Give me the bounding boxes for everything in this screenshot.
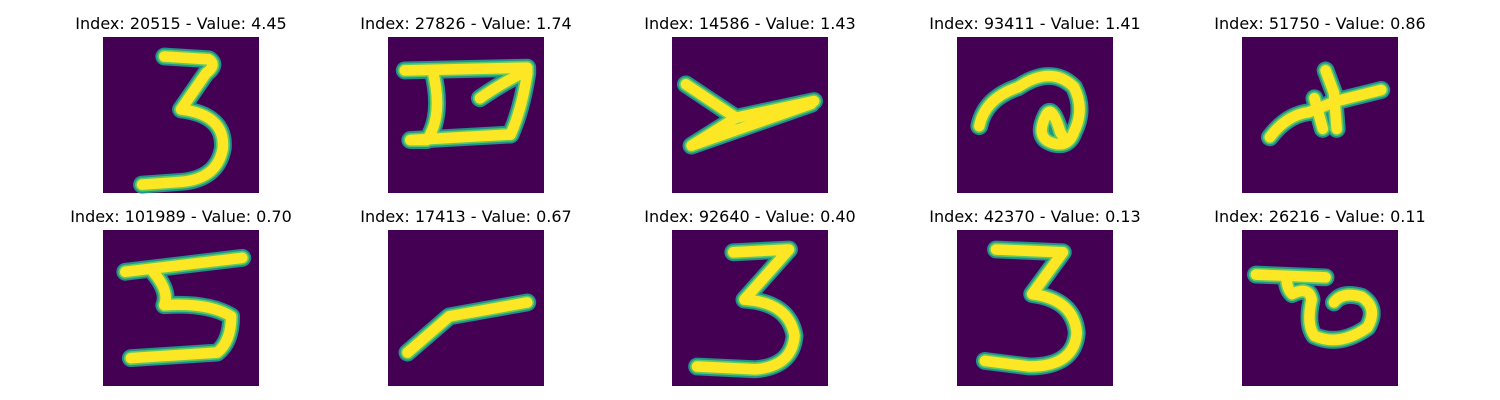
- digit-stroke: [402, 297, 533, 358]
- digit-3-glyph: [975, 240, 1086, 376]
- digit-stroke: [404, 65, 516, 146]
- loop-glyph: [1247, 265, 1381, 349]
- panel-title: Index: 20515 - Value: 4.45: [75, 14, 286, 33]
- panel-title: Index: 14586 - Value: 1.43: [644, 14, 855, 33]
- digit-stroke: [125, 266, 237, 364]
- panel-title: Index: 17413 - Value: 0.67: [360, 207, 571, 226]
- digit-5-glyph: [116, 248, 252, 368]
- digit-stroke: [399, 62, 533, 76]
- panel-title: Index: 93411 - Value: 1.41: [929, 14, 1140, 33]
- digit-stroke: [136, 51, 229, 190]
- image-panel: Index: 51750 - Value: 0.86: [1214, 14, 1426, 193]
- digit-stroke: [691, 244, 800, 375]
- digit-stroke: [680, 79, 742, 124]
- digit-5-glyph: [395, 58, 537, 149]
- digit-3-glyph: [133, 47, 232, 194]
- panel-title: Index: 27826 - Value: 1.74: [360, 14, 571, 33]
- digit-stroke: [686, 98, 817, 151]
- image-panel: Index: 14586 - Value: 1.43: [644, 14, 856, 193]
- image-panel: Index: 42370 - Value: 0.13: [929, 207, 1141, 386]
- image-panel: Index: 92640 - Value: 0.40: [644, 207, 856, 386]
- image-panel: Index: 20515 - Value: 4.45: [75, 14, 287, 194]
- digit-stroke: [1320, 65, 1343, 135]
- panel-title: Index: 26216 - Value: 0.11: [1214, 207, 1425, 226]
- digit-stroke: [1264, 84, 1387, 143]
- panel-title: Index: 101989 - Value: 0.70: [70, 207, 292, 226]
- panel-title: Index: 92640 - Value: 0.40: [644, 207, 855, 226]
- digit-stroke: [474, 65, 533, 104]
- digit-stroke: [1309, 92, 1329, 135]
- digit-y-glyph: [398, 293, 537, 362]
- image-panel: Index: 101989 - Value: 0.70: [70, 207, 292, 386]
- digit-3-glyph: [688, 240, 804, 379]
- digit-stroke: [979, 244, 1083, 372]
- digit-stroke: [119, 252, 248, 278]
- digit-y-glyph: [677, 75, 823, 155]
- digit-stroke: [505, 67, 533, 140]
- cross-glyph: [1260, 61, 1391, 147]
- panel-title: Index: 42370 - Value: 0.13: [929, 207, 1140, 226]
- curl-glyph: [970, 67, 1089, 154]
- image-panel: Index: 27826 - Value: 1.74: [360, 14, 572, 193]
- panel-title: Index: 51750 - Value: 0.86: [1214, 14, 1425, 33]
- digit-stroke: [973, 70, 1085, 150]
- image-panel: Index: 93411 - Value: 1.41: [929, 14, 1141, 193]
- image-panel: Index: 17413 - Value: 0.67: [360, 207, 572, 386]
- digit-stroke: [1281, 272, 1378, 346]
- image-panel: Index: 26216 - Value: 0.11: [1214, 207, 1426, 386]
